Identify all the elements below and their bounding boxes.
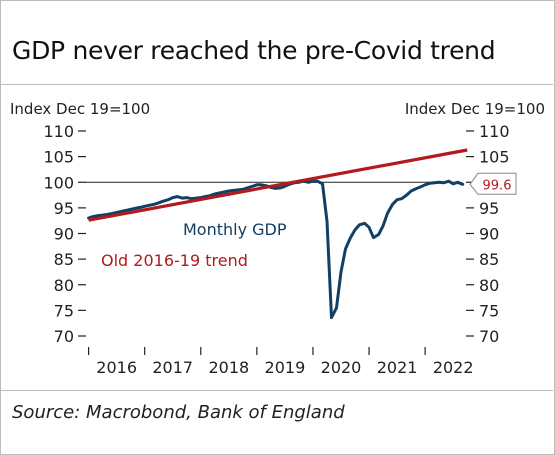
y-tick-label-left: 110 [43, 122, 74, 141]
chart-axes: 1101101051051001009595909085858080757570… [43, 122, 509, 377]
y-axis-label-left: Index Dec 19=100 [10, 100, 150, 118]
series-group [87, 148, 468, 320]
y-tick-label-right: 75 [479, 301, 499, 320]
series-label-old-trend: Old 2016-19 trend [101, 251, 248, 270]
series-line-old-trend [88, 148, 468, 222]
source-note: Source: Macrobond, Bank of England [12, 402, 345, 423]
series-label-monthly-gdp: Monthly GDP [183, 220, 287, 239]
y-tick-label-right: 95 [479, 199, 499, 218]
y-axis-label-right: Index Dec 19=100 [405, 100, 545, 118]
x-tick-label: 2018 [208, 358, 249, 377]
x-tick-label: 2021 [377, 358, 418, 377]
y-tick-label-right: 105 [479, 148, 510, 167]
x-tick-label: 2019 [265, 358, 306, 377]
y-tick-label-right: 85 [479, 250, 499, 269]
y-tick-label-right: 110 [479, 122, 510, 141]
y-tick-label-left: 80 [54, 276, 74, 295]
source-divider [0, 390, 553, 391]
chart-title: GDP never reached the pre-Covid trend [12, 36, 496, 65]
y-tick-label-left: 90 [54, 225, 74, 244]
y-tick-label-left: 85 [54, 250, 74, 269]
x-tick-label: 2022 [433, 358, 474, 377]
series-line-monthly-gdp [87, 179, 465, 320]
y-tick-label-left: 100 [43, 173, 74, 192]
end-value-tag [469, 172, 517, 195]
x-tick-label: 2016 [96, 358, 137, 377]
y-tick-label-left: 70 [54, 327, 74, 346]
y-tick-label-left: 75 [54, 301, 74, 320]
y-tick-label-right: 90 [479, 225, 499, 244]
end-value-label: 99.6 [483, 178, 512, 193]
y-tick-label-left: 105 [43, 148, 74, 167]
y-tick-label-left: 95 [54, 199, 74, 218]
series-labels-group: Monthly GDP Old 2016-19 trend 99.6 [101, 172, 517, 270]
x-tick-label: 2017 [152, 358, 193, 377]
y-tick-label-right: 70 [479, 327, 499, 346]
y-tick-label-right: 80 [479, 276, 499, 295]
x-tick-label: 2020 [321, 358, 362, 377]
title-divider [0, 84, 553, 85]
